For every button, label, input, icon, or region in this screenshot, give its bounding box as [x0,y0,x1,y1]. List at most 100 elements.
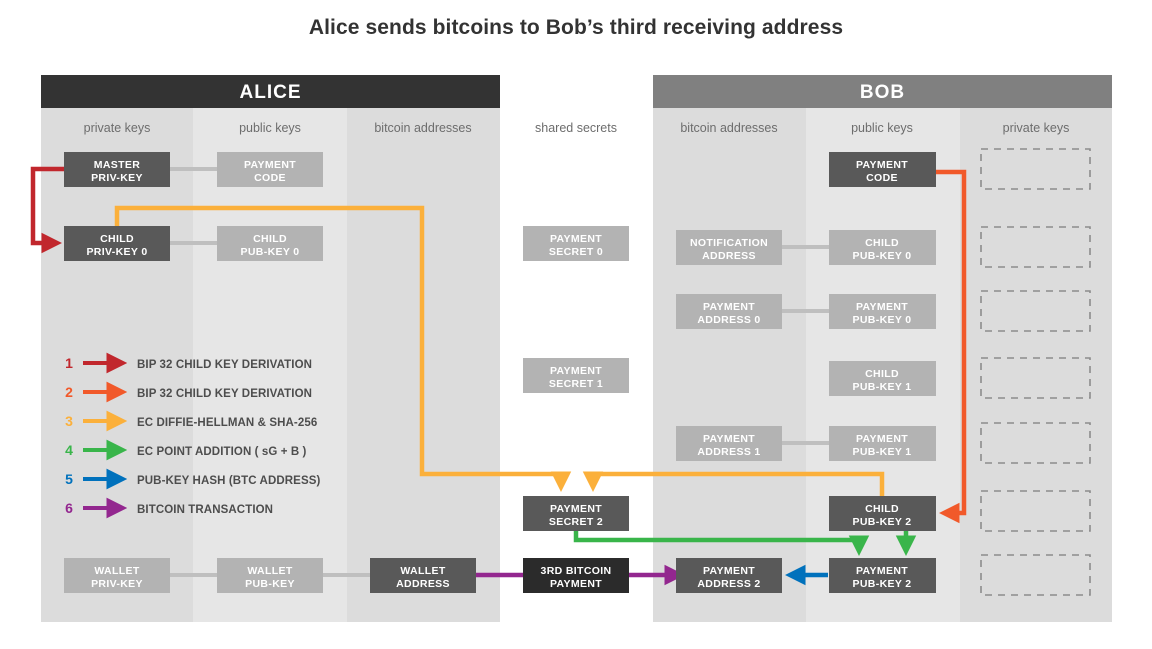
box-bob-payment-address-2[interactable]: PAYMENT ADDRESS 2 [676,558,782,593]
box-line1: PAYMENT [856,433,908,445]
box-line2: ADDRESS 1 [697,446,760,458]
box-line1: PAYMENT [703,433,755,445]
box-line1: WALLET [94,565,139,577]
box-line2: PUB-KEY 1 [853,446,912,458]
legend-number: 6 [65,500,73,516]
column-header-alice-private-keys: private keys [84,121,151,135]
legend: 1 BIP 32 CHILD KEY DERIVATION 2 BIP 32 C… [65,352,320,519]
flow-arrow-1-bip32-alice [30,166,64,254]
alice-panel-header: ALICE [41,75,500,108]
legend-number: 5 [65,471,73,487]
box-line2: PUB-KEY 0 [241,246,300,258]
box-line1: CHILD [100,233,134,245]
box-bob-child-pub-key-0[interactable]: CHILD PUB-KEY 0 [829,230,936,265]
legend-item-5: 5 PUB-KEY HASH (BTC ADDRESS) [65,468,320,490]
box-alice-payment-code[interactable]: PAYMENT CODE [217,152,323,187]
box-line1: PAYMENT [550,503,602,515]
flow-arrow-2-bip32-bob [936,169,967,524]
box-alice-wallet-address[interactable]: WALLET ADDRESS [370,558,476,593]
bob-private-key-placeholder [980,226,1091,268]
box-line1: NOTIFICATION [690,237,768,249]
box-line1: CHILD [865,503,899,515]
flow-arrow-3-ecdh-bob [582,471,885,496]
legend-item-1: 1 BIP 32 CHILD KEY DERIVATION [65,352,312,374]
box-line2: SECRET 1 [549,378,603,390]
legend-number: 3 [65,413,73,429]
grey-connectors [168,167,830,577]
bob-private-key-placeholders [980,148,1091,596]
box-line1: PAYMENT [703,565,755,577]
box-alice-child-priv-key-0[interactable]: CHILD PRIV-KEY 0 [64,226,170,261]
page-title: Alice sends bitcoins to Bob’s third rece… [308,16,844,39]
legend-label: BIP 32 CHILD KEY DERIVATION [137,388,312,400]
box-line2: CODE [866,172,898,184]
box-line1: PAYMENT [550,365,602,377]
box-bob-payment-pub-key-0[interactable]: PAYMENT PUB-KEY 0 [829,294,936,329]
legend-item-2: 2 BIP 32 CHILD KEY DERIVATION [65,381,312,403]
column-header-bob-public-keys: public keys [851,121,913,135]
legend-item-3: 3 EC DIFFIE-HELLMAN & SHA-256 [65,410,317,432]
flow-arrow-3-ecdh-alice [114,205,572,492]
box-line2: PUB-KEY 2 [853,578,912,590]
box-bob-payment-pub-key-2[interactable]: PAYMENT PUB-KEY 2 [829,558,936,593]
box-payment-secret-1[interactable]: PAYMENT SECRET 1 [523,358,629,393]
legend-label: EC DIFFIE-HELLMAN & SHA-256 [137,417,317,429]
box-line2: PRIV-KEY [91,172,143,184]
box-line1: PAYMENT [244,159,296,171]
box-line2: PUB-KEY 0 [853,250,912,262]
box-line2: ADDRESS 0 [697,314,760,326]
box-line1: PAYMENT [856,301,908,313]
legend-number: 2 [65,384,73,400]
legend-label: BITCOIN TRANSACTION [137,504,273,516]
box-line2: PUB-KEY [245,578,295,590]
box-bob-notification-address[interactable]: NOTIFICATION ADDRESS [676,230,782,265]
box-line1: 3RD BITCOIN [541,565,612,577]
legend-label: EC POINT ADDITION ( sG + B ) [137,446,307,458]
box-bob-payment-pub-key-1[interactable]: PAYMENT PUB-KEY 1 [829,426,936,461]
legend-number: 1 [65,355,73,371]
box-line2: ADDRESS [396,578,450,590]
column-header-alice-public-keys: public keys [239,121,301,135]
column-header-bob-bitcoin-addresses: bitcoin addresses [680,121,777,135]
box-bob-payment-code[interactable]: PAYMENT CODE [829,152,936,187]
box-bob-payment-address-1[interactable]: PAYMENT ADDRESS 1 [676,426,782,461]
bob-private-key-placeholder [980,490,1091,532]
box-line2: PUB-KEY 2 [853,516,912,528]
box-line2: PAYMENT [550,578,602,590]
box-line1: WALLET [400,565,445,577]
legend-item-4: 4 EC POINT ADDITION ( sG + B ) [65,439,307,461]
legend-label: PUB-KEY HASH (BTC ADDRESS) [137,475,320,487]
box-line2: CODE [254,172,286,184]
box-line1: PAYMENT [856,565,908,577]
box-bob-child-pub-key-2[interactable]: CHILD PUB-KEY 2 [829,496,936,531]
box-payment-secret-2[interactable]: PAYMENT SECRET 2 [523,496,629,531]
box-line2: PUB-KEY 0 [853,314,912,326]
box-line1: CHILD [865,368,899,380]
legend-label: BIP 32 CHILD KEY DERIVATION [137,359,312,371]
box-payment-secret-0[interactable]: PAYMENT SECRET 0 [523,226,629,261]
box-third-bitcoin-payment[interactable]: 3RD BITCOIN PAYMENT [523,558,629,593]
box-line1: MASTER [94,159,140,171]
column-header-bob-private-keys: private keys [1003,121,1070,135]
flow-arrow-4-ec-point-addition-secret [573,531,870,556]
column-header-shared-secrets: shared secrets [535,121,617,135]
box-bob-child-pub-key-1[interactable]: CHILD PUB-KEY 1 [829,361,936,396]
bob-private-key-placeholder [980,148,1091,190]
bob-private-key-placeholder [980,290,1091,332]
bob-panel-background [653,108,1112,622]
box-line1: PAYMENT [550,233,602,245]
box-line2: PRIV-KEY 0 [86,246,147,258]
box-alice-wallet-priv-key[interactable]: WALLET PRIV-KEY [64,558,170,593]
bob-panel-label: BOB [860,82,905,103]
box-line1: CHILD [253,233,287,245]
column-header-alice-bitcoin-addresses: bitcoin addresses [374,121,471,135]
box-line1: WALLET [247,565,292,577]
box-alice-child-pub-key-0[interactable]: CHILD PUB-KEY 0 [217,226,323,261]
box-alice-master-priv-key[interactable]: MASTER PRIV-KEY [64,152,170,187]
box-alice-wallet-pub-key[interactable]: WALLET PUB-KEY [217,558,323,593]
box-line1: CHILD [865,237,899,249]
box-line2: SECRET 0 [549,246,603,258]
box-bob-payment-address-0[interactable]: PAYMENT ADDRESS 0 [676,294,782,329]
